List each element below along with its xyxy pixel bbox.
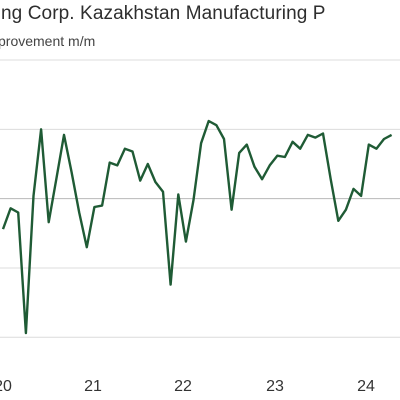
series-layer [1, 119, 393, 335]
x-tick-label: 21 [84, 378, 102, 395]
x-tick-label: 22 [174, 378, 192, 395]
x-tick-label: 23 [266, 378, 284, 395]
series-line [1, 119, 393, 335]
gridlines [0, 59, 400, 338]
x-axis-ticks: 20 21 22 23 24 [0, 378, 375, 395]
chart-title: ding Corp. Kazakhstan Manufacturing P [0, 3, 326, 24]
x-tick-label: 24 [357, 378, 375, 395]
chart-subtitle: provement m/m [0, 33, 96, 49]
x-tick-label: 20 [0, 378, 12, 395]
